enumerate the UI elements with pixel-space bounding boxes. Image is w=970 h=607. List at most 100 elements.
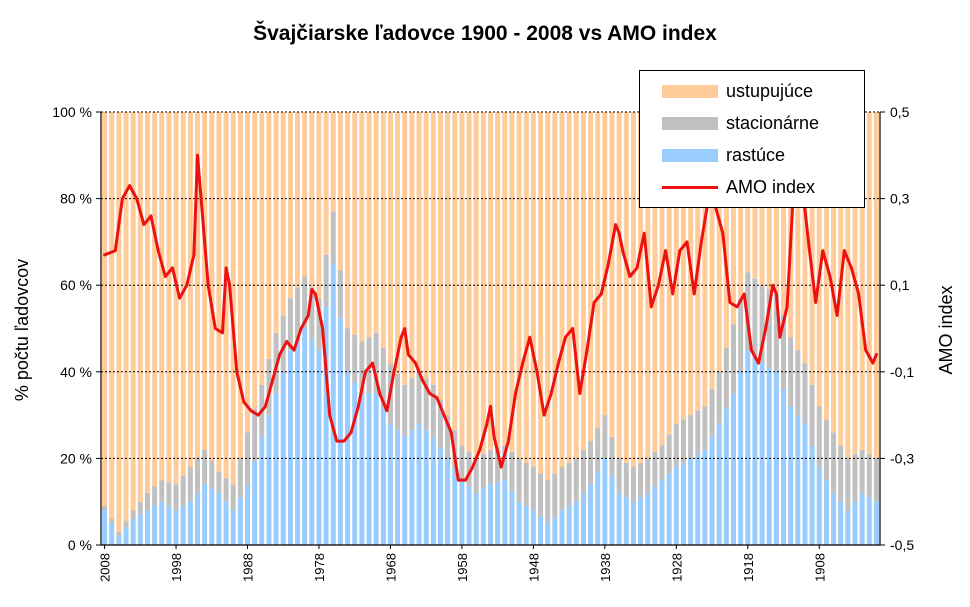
bar-ustupujuce-1933 [638, 112, 644, 463]
bar-ustupujuce-1949 [523, 112, 529, 463]
bar-rastuce-1991 [223, 501, 229, 545]
bar-ustupujuce-1936 [616, 112, 622, 459]
bar-rastuce-1926 [688, 458, 694, 545]
bar-rastuce-1950 [516, 501, 522, 545]
bar-stacionarne-1978 [316, 298, 322, 351]
bar-ustupujuce-1988 [245, 112, 251, 433]
bar-ustupujuce-1963 [423, 112, 429, 379]
bar-rastuce-1956 [473, 493, 479, 545]
bar-rastuce-1955 [480, 488, 486, 545]
bar-stacionarne-1948 [530, 467, 536, 511]
bar-rastuce-1905 [838, 501, 844, 545]
bar-stacionarne-1938 [602, 415, 608, 459]
bar-stacionarne-1991 [223, 477, 229, 502]
x-tick-label: 2008 [98, 553, 113, 582]
bar-stacionarne-2000 [159, 480, 165, 502]
bar-stacionarne-1949 [523, 462, 529, 507]
bar-stacionarne-1921 [723, 347, 729, 409]
bar-stacionarne-1922 [716, 371, 722, 424]
bar-stacionarne-1903 [852, 454, 858, 502]
bar-rastuce-1949 [523, 506, 529, 545]
bar-stacionarne-1951 [509, 451, 515, 491]
bar-stacionarne-1950 [516, 458, 522, 502]
bar-rastuce-1903 [852, 501, 858, 545]
legend: ustupujúce stacionárne rastúce AMO index [639, 70, 865, 208]
bar-stacionarne-1964 [416, 371, 422, 424]
bar-rastuce-1966 [402, 436, 408, 545]
bar-rastuce-1930 [659, 480, 665, 545]
bar-ustupujuce-2000 [159, 112, 165, 481]
bar-ustupujuce-1940 [588, 112, 594, 442]
bar-ustupujuce-2003 [137, 112, 143, 502]
bar-stacionarne-1920 [730, 324, 736, 394]
bar-stacionarne-1942 [573, 458, 579, 502]
bar-rastuce-1995 [194, 493, 200, 545]
bar-ustupujuce-1939 [595, 112, 601, 429]
y2-tick-label: -0,3 [890, 450, 914, 466]
bar-ustupujuce-1931 [652, 112, 658, 452]
bar-rastuce-1910 [802, 423, 808, 545]
bar-ustupujuce-1979 [309, 112, 315, 288]
bar-rastuce-1931 [652, 486, 658, 545]
bar-stacionarne-1916 [759, 285, 765, 364]
bar-rastuce-1965 [409, 430, 415, 545]
bar-ustupujuce-1947 [538, 112, 544, 474]
bar-stacionarne-1923 [709, 389, 715, 437]
bar-stacionarne-1973 [352, 334, 358, 383]
bar-rastuce-1954 [487, 484, 494, 545]
y-tick-label: 60 % [60, 277, 92, 293]
bar-ustupujuce-1960 [445, 112, 451, 416]
bar-rastuce-2002 [144, 510, 150, 545]
bar-rastuce-1909 [809, 445, 815, 545]
bar-stacionarne-1962 [430, 384, 436, 437]
bar-ustupujuce-1913 [781, 112, 787, 316]
bar-rastuce-1967 [395, 430, 401, 545]
bar-stacionarne-1944 [559, 467, 565, 511]
bar-rastuce-1975 [337, 317, 343, 545]
bar-rastuce-1960 [445, 458, 451, 545]
bar-stacionarne-1933 [638, 462, 644, 498]
legend-item-ustupujuce: ustupujúce [662, 79, 813, 103]
bar-ustupujuce-1968 [387, 112, 393, 364]
bar-rastuce-1979 [309, 339, 315, 545]
bar-stacionarne-2001 [152, 486, 158, 507]
bar-rastuce-1946 [545, 523, 551, 545]
bar-stacionarne-1911 [795, 350, 801, 416]
bar-rastuce-1939 [595, 471, 601, 545]
bar-stacionarne-1998 [173, 484, 179, 511]
bar-ustupujuce-1957 [466, 112, 472, 452]
bar-ustupujuce-2008 [102, 112, 108, 507]
axes: 0 % 20 % 40 % 60 % 80 % 100 % -0,5 -0,3 -0,1 0,1 0… [52, 104, 914, 582]
bar-ustupujuce-1977 [323, 112, 329, 255]
bar-stacionarne-1941 [580, 449, 586, 494]
y-axis-label: % počtu ľadovcov [12, 259, 32, 401]
bar-rastuce-1971 [366, 393, 372, 545]
bar-rastuce-1993 [209, 488, 215, 545]
bar-ustupujuce-1994 [202, 112, 208, 450]
bar-ustupujuce-1983 [280, 112, 286, 316]
legend-label-rastuce: rastúce [726, 144, 786, 165]
bar-stacionarne-1932 [645, 458, 651, 494]
bar-ustupujuce-1944 [559, 112, 565, 468]
bar-rastuce-1908 [816, 467, 822, 545]
bar-ustupujuce-1999 [166, 112, 172, 483]
bar-ustupujuce-1953 [495, 112, 501, 448]
bar-rastuce-1938 [602, 458, 608, 545]
bar-stacionarne-1946 [545, 480, 551, 524]
bar-ustupujuce-1934 [630, 112, 636, 468]
y2-axis-label: AMO index [936, 285, 956, 374]
bar-rastuce-1999 [166, 506, 172, 545]
bar-rastuce-1923 [709, 436, 715, 545]
bar-rastuce-1913 [781, 389, 787, 545]
bar-ustupujuce-1959 [452, 112, 458, 431]
bar-rastuce-1973 [352, 382, 358, 545]
bar-stacionarne-1955 [480, 454, 486, 489]
y2-tick-label: 0,1 [890, 277, 910, 293]
bar-ustupujuce-2005 [123, 112, 129, 522]
bar-stacionarne-1995 [194, 458, 200, 494]
bar-ustupujuce-2002 [144, 112, 150, 494]
y-tick-label: 40 % [60, 364, 92, 380]
legend-swatch-ustupujuce [662, 84, 718, 98]
bar-stacionarne-1904 [845, 458, 851, 511]
